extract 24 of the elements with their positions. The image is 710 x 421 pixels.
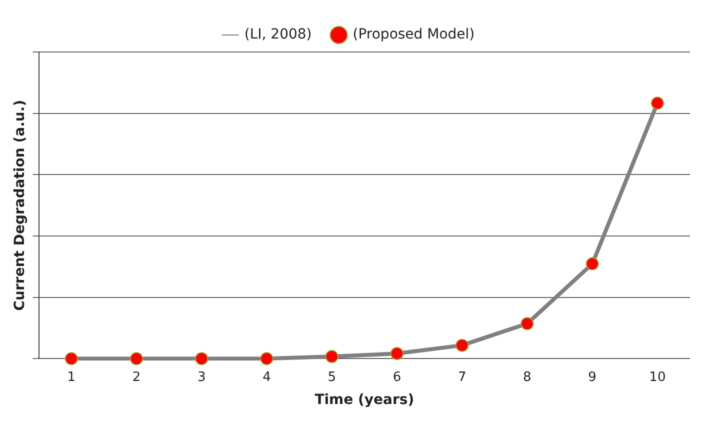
x-tick-label: 9 [588, 370, 596, 385]
x-tick-label: 1 [67, 370, 76, 385]
x-tick-label: 2 [132, 370, 141, 385]
point [130, 352, 143, 366]
x-axis-title: Time (years) [314, 392, 414, 408]
point [520, 317, 534, 330]
x-tick-label: 4 [262, 370, 271, 385]
point [195, 352, 208, 366]
x-tick-label: 3 [197, 370, 206, 385]
point [586, 257, 599, 270]
point [64, 352, 78, 366]
legend-label: (LI, 2008) [244, 26, 312, 43]
point [325, 350, 338, 364]
point [650, 96, 664, 110]
legend-label: (Proposed Model) [352, 26, 475, 43]
x-tick-label: 8 [523, 370, 532, 385]
point [456, 338, 469, 352]
x-tick-label: 6 [392, 370, 402, 385]
x-tick-label: 5 [328, 370, 336, 385]
x-tick-label: 7 [458, 370, 466, 385]
x-tick-label: 10 [649, 370, 666, 385]
y-axis-title: Current Degradation (a.u.) [12, 100, 28, 311]
point [390, 346, 404, 360]
point [260, 352, 274, 366]
